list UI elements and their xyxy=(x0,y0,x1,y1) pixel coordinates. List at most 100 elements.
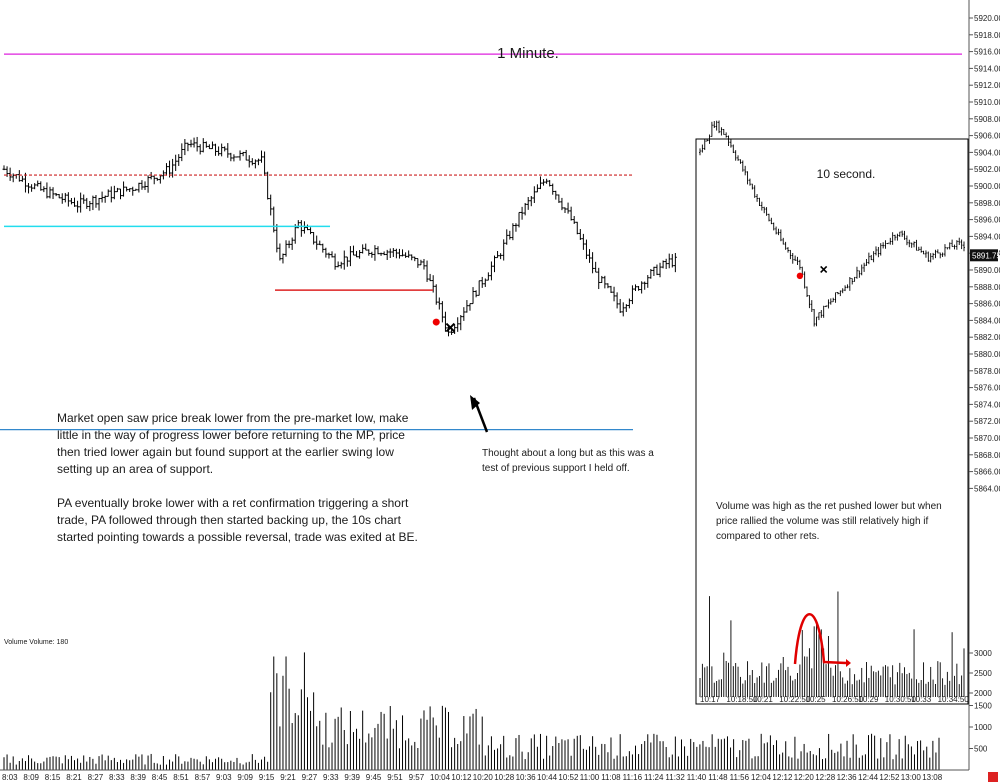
inset-price-bar xyxy=(863,262,866,272)
main-volume-bars xyxy=(3,652,940,770)
price-bar xyxy=(91,195,95,211)
price-bar xyxy=(489,261,493,281)
x-tick-label: 11:16 xyxy=(623,773,643,782)
inset-price-bar xyxy=(803,271,806,289)
price-bar xyxy=(618,298,622,313)
price-bar xyxy=(578,229,582,240)
price-bar xyxy=(554,190,558,200)
inset-price-bar xyxy=(917,246,920,251)
x-tick-label: 10:44 xyxy=(537,773,558,782)
price-bar xyxy=(244,149,248,161)
price-bar xyxy=(603,275,607,289)
price-bar xyxy=(529,195,533,207)
x-tick-label: 9:57 xyxy=(409,773,425,782)
inset-price-bar xyxy=(934,249,937,259)
inset-price-bar xyxy=(941,252,944,257)
inset-price-bar xyxy=(794,255,797,261)
x-tick-label: 11:40 xyxy=(687,773,707,782)
x-tick-label: 9:39 xyxy=(344,773,360,782)
vol-tick-label: 1500 xyxy=(974,702,992,711)
inset-price-bar xyxy=(910,242,913,248)
inset-price-bar xyxy=(894,234,897,241)
price-bar xyxy=(79,192,83,213)
price-bar xyxy=(23,172,27,193)
inset-exit-x-marker xyxy=(820,265,828,273)
annotation-line: little in the way of progress lower befo… xyxy=(57,428,405,442)
price-bar xyxy=(342,250,346,270)
price-bar xyxy=(232,154,236,162)
price-bar xyxy=(290,237,294,250)
price-bar xyxy=(115,187,119,193)
price-bar xyxy=(327,252,331,259)
x-tick-label: 8:39 xyxy=(130,773,146,782)
x-tick-label: 12:12 xyxy=(772,773,793,782)
price-bar xyxy=(161,170,165,180)
inset-price-bar xyxy=(744,165,747,176)
inset-price-bar xyxy=(834,292,837,303)
y-tick-label: 5886.00 xyxy=(974,300,1000,309)
inset-price-bar xyxy=(815,316,818,327)
price-bar xyxy=(511,223,515,241)
price-bar xyxy=(336,261,340,268)
price-bar xyxy=(649,268,653,279)
x-tick-label: 8:57 xyxy=(195,773,211,782)
inset-x-tick: 10:29 xyxy=(858,695,879,704)
price-bar xyxy=(667,253,671,269)
arrow-head-icon xyxy=(470,395,480,410)
corner-scroll-icon[interactable] xyxy=(988,772,998,782)
price-bar xyxy=(164,163,168,176)
price-bar xyxy=(88,200,92,212)
price-bar xyxy=(204,141,208,148)
x-tick-label: 10:20 xyxy=(473,773,494,782)
vol-tick-label: 3000 xyxy=(974,649,992,658)
volume-hump-highlight xyxy=(793,613,847,665)
price-bar xyxy=(229,152,233,162)
level-lines xyxy=(0,53,962,433)
price-bar xyxy=(560,197,564,211)
x-tick-label: 8:09 xyxy=(23,773,39,782)
price-bar xyxy=(370,251,374,258)
price-bar xyxy=(385,249,389,260)
y-tick-label: 5902.00 xyxy=(974,165,1000,174)
price-bar xyxy=(523,202,527,216)
price-bar xyxy=(572,216,576,224)
price-bar xyxy=(263,151,267,176)
price-bar xyxy=(477,280,481,296)
inset-price-bar xyxy=(953,244,956,250)
price-bar xyxy=(348,246,352,267)
inset-price-bar xyxy=(765,207,768,216)
price-bar xyxy=(183,138,187,156)
price-bar xyxy=(36,180,40,187)
price-bar xyxy=(646,275,650,288)
y-tick-label: 5872.00 xyxy=(974,417,1000,426)
y-tick-label: 5894.00 xyxy=(974,232,1000,241)
vol-tick-label: 2000 xyxy=(974,689,992,698)
inset-price-bar xyxy=(699,148,701,156)
inset-price-bar xyxy=(872,251,875,263)
inset-price-bar xyxy=(908,239,911,248)
x-tick-label: 11:00 xyxy=(580,773,600,782)
price-bar xyxy=(333,253,337,270)
price-bar xyxy=(85,197,89,209)
y-tick-label: 5874.00 xyxy=(974,400,1000,409)
price-bar xyxy=(155,177,159,181)
price-bar xyxy=(195,136,199,152)
price-bar xyxy=(8,167,12,181)
x-tick-label: 8:51 xyxy=(173,773,189,782)
inset-price-bar xyxy=(898,231,901,237)
price-bar xyxy=(508,230,512,240)
y-tick-label: 5900.00 xyxy=(974,182,1000,191)
inset-price-bar xyxy=(739,159,742,164)
price-bar xyxy=(2,165,6,171)
inset-x-tick: 10:30:50 xyxy=(885,695,917,704)
price-bar xyxy=(591,252,595,274)
price-bar xyxy=(388,248,392,259)
x-tick-label: 11:08 xyxy=(601,773,621,782)
inset-price-bar xyxy=(865,259,868,266)
price-bar xyxy=(563,207,567,214)
inset-x-tick: 10:17 xyxy=(700,695,721,704)
inset-price-bar xyxy=(924,250,927,258)
price-bar xyxy=(266,171,270,200)
y-tick-label: 5906.00 xyxy=(974,132,1000,141)
